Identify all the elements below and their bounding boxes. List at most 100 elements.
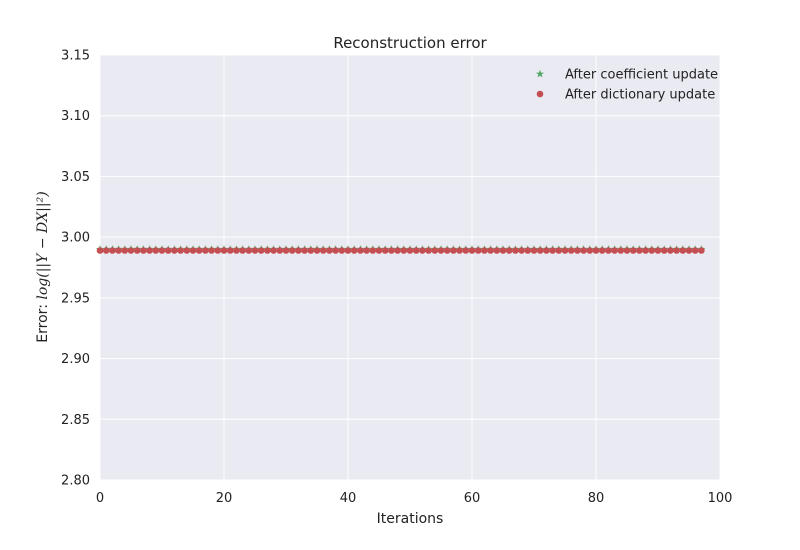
data-point xyxy=(326,247,333,254)
data-point xyxy=(140,247,147,254)
data-point xyxy=(629,247,637,254)
data-point xyxy=(654,247,662,254)
y-tick-label: 2.95 xyxy=(61,291,90,306)
data-point xyxy=(115,247,122,254)
legend-label: After dictionary update xyxy=(565,88,715,103)
data-point xyxy=(164,247,172,254)
data-point xyxy=(642,247,649,254)
data-point xyxy=(133,247,141,254)
data-point xyxy=(270,247,277,254)
data-point xyxy=(530,247,538,254)
data-point xyxy=(282,247,290,254)
data-point xyxy=(233,247,240,254)
data-point xyxy=(698,247,705,254)
data-point xyxy=(369,247,377,254)
data-point xyxy=(127,247,135,254)
data-point xyxy=(549,247,556,254)
data-point xyxy=(301,247,308,254)
series-layer xyxy=(96,245,706,254)
data-point xyxy=(313,247,321,254)
data-point xyxy=(617,247,625,254)
data-point xyxy=(443,247,451,254)
data-point xyxy=(623,247,631,254)
data-point xyxy=(394,247,401,254)
data-point xyxy=(481,247,488,254)
legend-label: After coefficient update xyxy=(565,68,718,83)
y-tick-label: 3.15 xyxy=(61,49,90,64)
data-point xyxy=(381,247,389,254)
data-point xyxy=(605,247,612,254)
grid-lines xyxy=(99,54,721,481)
data-point xyxy=(319,247,327,254)
x-tick-label: 60 xyxy=(464,491,481,506)
data-point xyxy=(679,247,687,254)
data-point xyxy=(425,247,432,254)
data-point xyxy=(419,247,426,254)
data-point xyxy=(543,247,550,254)
data-point xyxy=(239,247,246,254)
data-point xyxy=(524,247,532,254)
data-point xyxy=(431,247,439,254)
y-tick-label: 2.85 xyxy=(61,413,90,428)
x-tick-label: 20 xyxy=(216,491,233,506)
data-point xyxy=(226,247,234,254)
data-point xyxy=(406,247,414,254)
data-point xyxy=(220,247,228,254)
data-point xyxy=(350,247,358,254)
data-point xyxy=(158,247,166,254)
data-point xyxy=(493,247,501,254)
y-tick-label: 2.80 xyxy=(61,474,90,489)
data-point xyxy=(109,247,116,254)
y-tick-label: 3.05 xyxy=(61,170,90,185)
data-point xyxy=(183,247,191,254)
data-point xyxy=(561,247,569,254)
data-point xyxy=(102,247,110,254)
data-point xyxy=(512,247,519,254)
data-point xyxy=(450,247,457,254)
data-point xyxy=(505,247,513,254)
y-axis-label-math: log(||Y − DX||²) xyxy=(35,191,51,299)
data-point xyxy=(598,247,606,254)
y-tick-label: 2.90 xyxy=(61,352,90,367)
data-point xyxy=(208,247,215,254)
series-dictionary-update xyxy=(96,247,705,254)
data-point xyxy=(487,247,494,254)
data-point xyxy=(580,247,587,254)
data-point xyxy=(189,247,197,254)
data-point xyxy=(673,247,680,254)
data-point xyxy=(264,247,271,254)
data-point xyxy=(171,247,178,254)
data-point xyxy=(121,247,129,254)
data-point xyxy=(536,247,544,254)
data-point xyxy=(611,247,618,254)
data-point xyxy=(667,247,674,254)
data-point xyxy=(295,247,302,254)
chart-title: Reconstruction error xyxy=(333,34,487,52)
data-point xyxy=(648,247,656,254)
data-point xyxy=(468,247,476,254)
data-point xyxy=(574,247,581,254)
legend: After coefficient update After dictionary… xyxy=(536,68,718,103)
data-point xyxy=(636,247,643,254)
data-point xyxy=(400,247,408,254)
data-point xyxy=(177,247,184,254)
data-point xyxy=(202,247,209,254)
y-tick-label: 3.10 xyxy=(61,109,90,124)
data-point xyxy=(586,247,594,254)
data-point xyxy=(474,247,482,254)
legend-marker xyxy=(536,69,544,78)
data-point xyxy=(462,247,470,254)
y-axis-label-prefix: Error: xyxy=(35,300,51,343)
data-point xyxy=(257,247,265,254)
data-point xyxy=(276,247,284,254)
y-tick-labels: 2.80 2.85 2.90 2.95 3.00 3.05 3.10 3.15 xyxy=(61,49,90,489)
data-point xyxy=(251,247,259,254)
x-tick-labels: 0 20 40 60 80 100 xyxy=(96,491,733,506)
data-point xyxy=(357,247,364,254)
data-point xyxy=(307,247,315,254)
x-tick-label: 0 xyxy=(96,491,104,506)
legend-marker xyxy=(536,90,544,98)
data-point xyxy=(338,247,346,254)
data-point xyxy=(375,247,383,254)
